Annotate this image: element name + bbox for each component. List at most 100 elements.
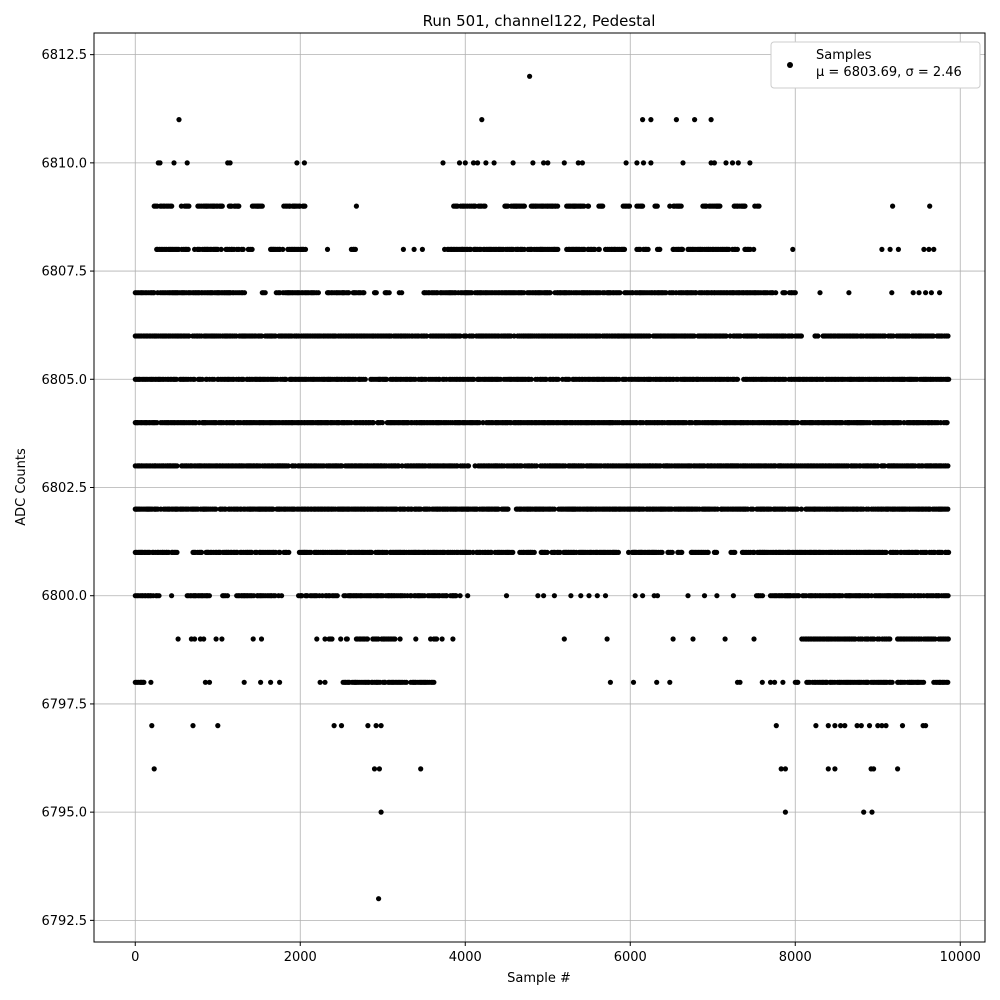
data-point xyxy=(705,549,711,556)
data-point xyxy=(926,246,932,252)
data-point xyxy=(434,636,440,642)
data-point xyxy=(324,246,331,252)
data-point xyxy=(279,593,285,599)
data-point xyxy=(376,896,382,902)
data-point xyxy=(346,290,352,296)
data-point xyxy=(215,723,221,729)
data-point xyxy=(462,160,468,166)
data-point xyxy=(923,290,929,296)
data-point xyxy=(747,160,753,166)
data-point xyxy=(890,203,896,209)
data-point xyxy=(213,506,219,512)
data-point xyxy=(510,549,516,556)
data-point xyxy=(916,290,922,296)
y-tick-label: 6792.5 xyxy=(42,914,88,929)
data-point xyxy=(285,463,291,469)
data-point xyxy=(369,549,375,556)
data-point xyxy=(277,679,283,685)
data-point xyxy=(945,463,951,469)
data-point xyxy=(338,636,344,642)
data-points xyxy=(132,73,952,902)
data-point xyxy=(946,549,952,556)
data-point xyxy=(579,160,586,166)
data-point xyxy=(258,679,264,685)
data-point xyxy=(742,203,748,209)
data-point xyxy=(249,246,255,252)
data-point xyxy=(138,679,144,685)
data-point xyxy=(756,203,762,209)
data-point xyxy=(669,549,675,556)
data-point xyxy=(861,809,867,815)
data-point xyxy=(679,549,685,556)
data-point xyxy=(371,766,378,772)
data-point xyxy=(600,203,606,209)
data-point xyxy=(373,723,379,729)
data-point xyxy=(866,723,873,729)
data-point xyxy=(268,679,274,685)
data-point xyxy=(921,679,927,685)
data-point xyxy=(185,246,191,252)
data-point xyxy=(213,636,219,642)
data-point xyxy=(879,723,885,729)
data-point xyxy=(418,766,424,772)
data-point xyxy=(424,333,430,339)
data-point xyxy=(315,290,321,296)
data-point xyxy=(535,593,541,599)
data-point xyxy=(329,636,335,642)
data-point xyxy=(780,679,786,685)
data-point xyxy=(883,549,889,556)
data-point xyxy=(378,723,384,729)
data-point xyxy=(227,160,233,166)
data-point xyxy=(270,506,276,512)
data-point xyxy=(846,290,852,296)
data-point xyxy=(889,679,895,685)
data-point xyxy=(399,463,405,469)
legend-label-stats: μ = 6803.69, σ = 2.46 xyxy=(816,65,962,80)
data-point xyxy=(362,376,368,382)
data-point xyxy=(339,463,345,469)
data-point xyxy=(547,290,553,296)
data-point xyxy=(531,549,537,556)
data-point xyxy=(413,636,419,642)
data-point xyxy=(240,246,246,252)
data-point xyxy=(832,766,838,772)
data-point xyxy=(882,463,888,469)
data-point xyxy=(732,549,738,556)
data-point xyxy=(692,117,698,123)
data-point xyxy=(604,636,610,642)
data-point xyxy=(640,593,646,599)
data-point xyxy=(673,117,680,123)
data-point xyxy=(795,420,801,426)
legend-marker xyxy=(787,62,793,68)
data-point xyxy=(453,593,459,599)
data-point xyxy=(944,420,950,426)
data-point xyxy=(157,160,163,166)
data-point xyxy=(586,593,592,599)
data-point xyxy=(751,636,757,642)
data-point xyxy=(218,246,224,252)
data-point xyxy=(734,246,741,252)
data-point xyxy=(750,506,756,512)
data-point xyxy=(543,376,549,382)
data-point xyxy=(510,160,516,166)
data-point xyxy=(794,506,801,512)
data-point xyxy=(277,549,283,556)
data-point xyxy=(353,203,359,209)
data-point xyxy=(927,203,933,209)
data-point xyxy=(491,160,497,166)
data-point xyxy=(632,593,638,599)
data-point xyxy=(921,246,927,252)
data-point xyxy=(475,160,481,166)
data-point xyxy=(148,679,154,685)
data-point xyxy=(528,376,534,382)
data-point xyxy=(735,160,741,166)
data-point xyxy=(488,549,494,556)
data-point xyxy=(640,203,646,209)
data-point xyxy=(782,376,788,382)
data-point xyxy=(561,160,567,166)
data-point xyxy=(322,636,328,642)
data-point xyxy=(792,679,798,685)
data-point xyxy=(331,723,337,729)
data-point xyxy=(670,636,676,642)
data-point xyxy=(626,203,633,209)
